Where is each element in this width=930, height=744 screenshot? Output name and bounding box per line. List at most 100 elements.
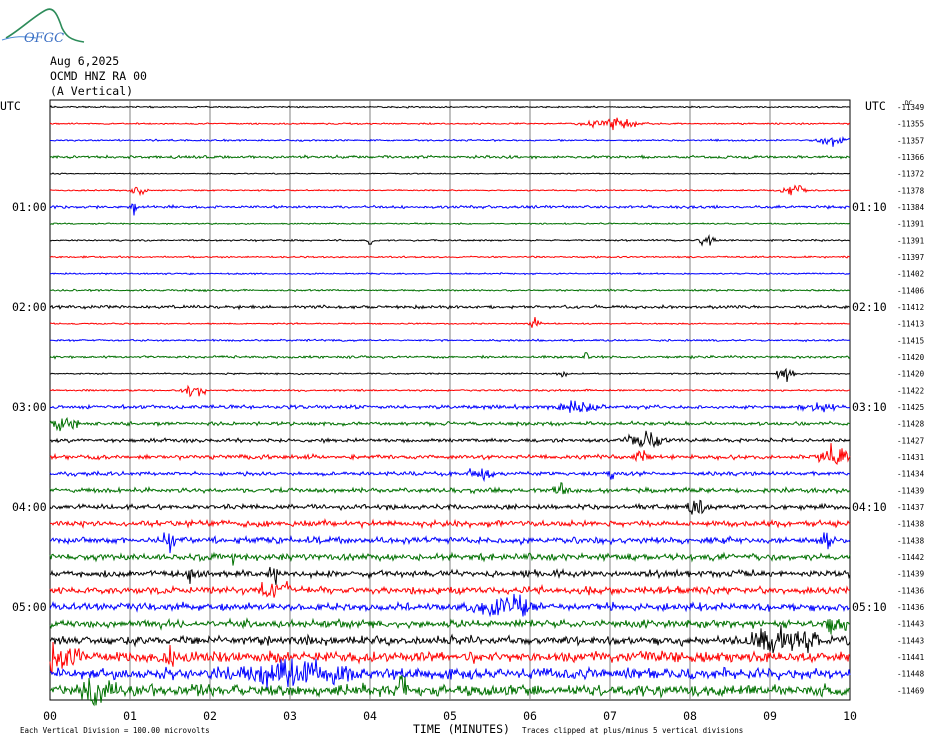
- footer-clip-note: Traces clipped at plus/minus 5 vertical …: [522, 726, 743, 735]
- trace-offset-label: -11420: [897, 353, 925, 362]
- trace-offset-label: -11357: [897, 136, 924, 145]
- ofgc-logo: OFGC: [1, 8, 85, 46]
- trace-line: [49, 580, 851, 598]
- trace-line: [49, 482, 851, 495]
- trace-line: [49, 430, 851, 449]
- trace-offset-label: -11427: [897, 436, 924, 445]
- trace-offset-label: -11349: [897, 103, 924, 112]
- trace-line: [49, 317, 851, 328]
- trace-line: [49, 105, 851, 109]
- trace-offset-labels: -11349 -11355 -11357 -11366 -11372 -11378 -113…: [897, 103, 925, 695]
- trace-line: [49, 272, 851, 276]
- trace-offset-label: -11378: [897, 186, 925, 195]
- trace-line: [49, 468, 851, 483]
- trace-line: [49, 117, 851, 131]
- trace-line: [49, 255, 851, 259]
- trace-line: [49, 184, 851, 197]
- right-time-label: 03:10: [852, 400, 887, 414]
- trace-line: [49, 532, 851, 554]
- trace-line: [49, 417, 851, 432]
- grid-lines: [129, 100, 771, 700]
- left-time-labels: 01:00 02:00 03:00 04:00 05:00: [12, 200, 47, 614]
- x-tick-label: 10: [843, 709, 857, 723]
- right-axis-label: UTC: [865, 99, 886, 113]
- trace-offset-label: -11428: [897, 420, 925, 429]
- trace-offset-label: -11422: [897, 386, 924, 395]
- x-tick-label: 01: [123, 709, 137, 723]
- x-tick-labels: 00 01 02 03 04 05 06 07 08 09 10: [43, 709, 857, 723]
- right-time-label: 02:10: [852, 300, 887, 314]
- trace-line: [49, 303, 851, 311]
- trace-offset-label: -11402: [897, 270, 924, 279]
- trace-line: [49, 566, 851, 585]
- trace-offset-label: -11406: [897, 286, 925, 295]
- x-tick-label: 09: [763, 709, 777, 723]
- trace-line: [50, 288, 851, 293]
- right-offset-header: DC: [905, 100, 913, 107]
- trace-offset-label: -11355: [897, 120, 924, 129]
- trace-line: [49, 203, 851, 216]
- x-tick-label: 04: [363, 709, 377, 723]
- trace-offset-label: -11391: [897, 236, 924, 245]
- trace-offset-label: -11438: [897, 520, 925, 529]
- left-axis-label: UTC: [0, 99, 21, 113]
- x-tick-label: 06: [523, 709, 537, 723]
- trace-offset-label: -11448: [897, 670, 925, 679]
- trace-line: [49, 625, 851, 654]
- trace-offset-label: -11425: [897, 403, 924, 412]
- trace-line: [49, 551, 851, 566]
- trace-offset-label: -11366: [897, 153, 925, 162]
- trace-offset-label: -11420: [897, 370, 925, 379]
- trace-offset-label: -11439: [897, 486, 924, 495]
- left-time-label: 03:00: [12, 400, 47, 414]
- trace-line: [49, 593, 851, 618]
- trace-line: [49, 384, 851, 398]
- right-time-label: 04:10: [852, 500, 887, 514]
- trace-line: [49, 222, 851, 226]
- right-time-label: 05:10: [852, 600, 887, 614]
- right-time-labels: 01:10 02:10 03:10 04:10 05:10: [852, 200, 887, 614]
- trace-line: [49, 154, 851, 160]
- left-time-label: 01:00: [12, 200, 47, 214]
- trace-line: [49, 338, 851, 343]
- trace-offset-label: -11441: [897, 653, 924, 662]
- trace-line: [49, 658, 851, 689]
- left-time-label: 04:00: [12, 500, 47, 514]
- x-tick-label: 02: [203, 709, 217, 723]
- trace-line: [49, 675, 850, 707]
- logo-swoosh: [5, 8, 85, 43]
- trace-line: [49, 518, 851, 530]
- x-tick-label: 07: [603, 709, 617, 723]
- header-component: (A Vertical): [50, 84, 133, 98]
- trace-offset-label: -11437: [897, 503, 924, 512]
- logo-text: OFGC: [24, 31, 64, 46]
- x-tick-label: 00: [43, 709, 57, 723]
- trace-offset-label: -11397: [897, 253, 924, 262]
- trace-line: [49, 499, 851, 515]
- trace-offset-label: -11439: [897, 570, 924, 579]
- trace-offset-label: -11434: [897, 470, 925, 479]
- left-time-label: 05:00: [12, 600, 47, 614]
- x-tick-label: 05: [443, 709, 457, 723]
- left-time-label: 02:00: [12, 300, 47, 314]
- trace-offset-label: -11413: [897, 320, 924, 329]
- trace-offset-label: -11431: [897, 453, 924, 462]
- trace-offset-label: -11436: [897, 603, 925, 612]
- seismic-traces: [49, 105, 851, 707]
- trace-offset-label: -11443: [897, 636, 924, 645]
- trace-line: [50, 367, 851, 382]
- trace-line: [49, 641, 851, 673]
- trace-offset-label: -11436: [897, 586, 925, 595]
- header-station: OCMD HNZ RA 00: [50, 69, 147, 83]
- trace-offset-label: -11412: [897, 303, 924, 312]
- right-time-label: 01:10: [852, 200, 887, 214]
- trace-offset-label: -11438: [897, 536, 925, 545]
- trace-line: [49, 352, 851, 360]
- trace-offset-label: -11442: [897, 553, 924, 562]
- x-axis-label: TIME (MINUTES): [413, 722, 510, 736]
- trace-line: [49, 400, 851, 413]
- trace-line: [49, 617, 851, 635]
- logo-wave: [1, 36, 37, 41]
- header-date: Aug 6,2025: [50, 54, 119, 68]
